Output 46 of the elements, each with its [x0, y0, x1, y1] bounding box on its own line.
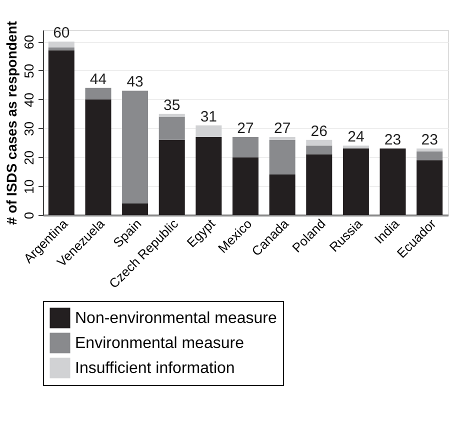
- bar: [48, 42, 74, 48]
- total-label: 44: [90, 70, 107, 88]
- legend-label: Non-environmental measure: [75, 310, 277, 327]
- bar: [158, 140, 185, 215]
- total-label: 23: [384, 132, 402, 149]
- bar: [416, 160, 443, 215]
- total-label: 27: [237, 120, 254, 137]
- bar: [85, 88, 112, 100]
- bar: [269, 136, 296, 140]
- y-tick-label: 0: [22, 212, 36, 220]
- total-label: 27: [274, 120, 291, 137]
- y-tick-label: 60: [22, 34, 36, 50]
- y-tick-label: 40: [22, 92, 36, 108]
- total-label: 43: [126, 74, 144, 91]
- bar: [48, 50, 74, 215]
- bar: [232, 136, 258, 158]
- bar: [269, 174, 296, 215]
- bar: [380, 148, 406, 215]
- bar: [232, 157, 258, 215]
- legend-label: Environmental measure: [75, 335, 244, 352]
- bar: [416, 151, 443, 160]
- total-label: 60: [53, 24, 70, 42]
- bar: [306, 146, 332, 154]
- bar: [342, 148, 369, 215]
- total-label: 35: [164, 96, 180, 114]
- bar: [269, 140, 296, 175]
- bar: [122, 203, 148, 215]
- total-label: 26: [310, 122, 328, 140]
- bar: [306, 154, 332, 215]
- bar: [158, 116, 185, 140]
- y-tick-label: 30: [22, 122, 36, 136]
- legend-label: Insufficient information: [75, 360, 235, 377]
- bar: [122, 90, 148, 204]
- bar: [85, 99, 112, 215]
- y-axis-title: # of ISDS cases as respondent: [4, 20, 20, 225]
- bar: [342, 146, 369, 149]
- total-label: 24: [348, 128, 364, 146]
- y-tick-label: 50: [22, 64, 36, 78]
- y-tick-label: 20: [22, 150, 36, 165]
- bar: [196, 125, 222, 137]
- y-tick-label: 10: [22, 179, 36, 194]
- bar: [416, 148, 443, 152]
- bar: [196, 136, 222, 215]
- total-label: 31: [200, 108, 218, 126]
- bar: [306, 140, 332, 146]
- total-label: 23: [421, 132, 438, 149]
